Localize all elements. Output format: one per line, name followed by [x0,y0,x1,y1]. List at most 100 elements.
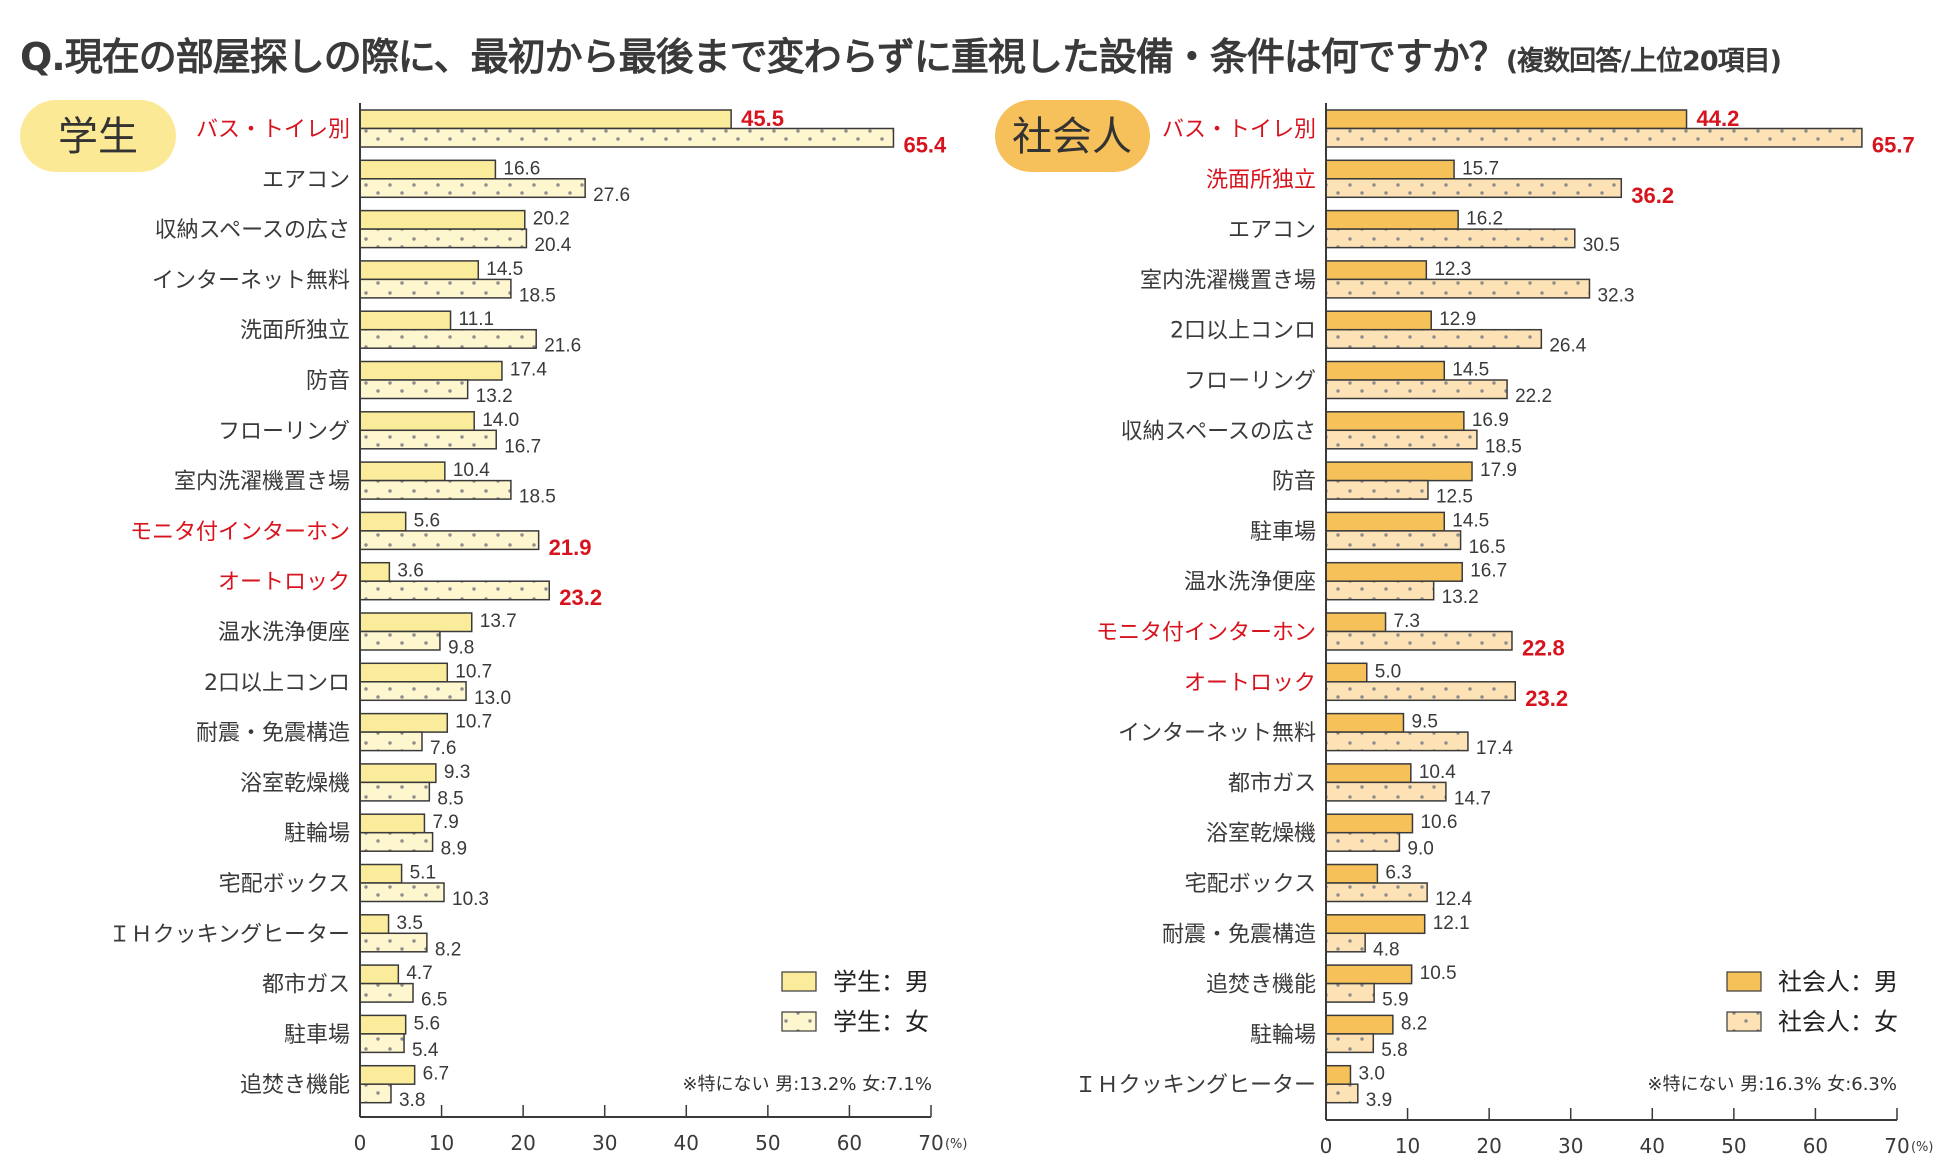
bar-female [359,781,431,802]
student-row: 宅配ボックス 5.1 10.3 [219,863,489,911]
worker-row: インターネット無料 9.5 17.4 [1118,712,1513,760]
bar-male [359,109,732,130]
bar-male [1325,159,1455,180]
badge-background [995,100,1150,172]
value-label-female: 26.4 [1549,336,1586,357]
student-row: 室内洗濯機置き場 10.4 18.5 [174,460,556,508]
student-row: 温水洗浄便座 13.7 9.8 [218,611,517,659]
x-tick-label: 40 [1640,1134,1665,1158]
value-label-female: 65.7 [1872,133,1915,158]
value-label-male: 4.7 [406,963,432,984]
bar-male [359,1014,407,1035]
value-label-male: 14.5 [1452,510,1489,531]
bar-male [359,612,473,633]
x-tick-label: 50 [1721,1134,1746,1158]
x-tick-label: 0 [1320,1134,1333,1158]
x-tick-label: 10 [1395,1134,1420,1158]
bar-female [359,831,434,852]
legend-label-female: 学生：女 [833,1008,929,1036]
bar-male [359,209,526,230]
bar-female [1325,630,1513,651]
category-label: モニタ付インターホン [130,520,350,545]
bar-female [1325,932,1366,953]
bar-female [359,982,414,1003]
bar-male [1325,461,1473,482]
bar-male [1325,612,1387,633]
category-label: 耐震・免震構造 [1162,922,1316,947]
worker-row: フローリング 14.5 22.2 [1184,360,1552,408]
badge-label: 学生 [58,114,138,160]
bar-male [1325,260,1428,281]
student-row: 2口以上コンロ 10.7 13.0 [204,661,511,709]
value-label-male: 44.2 [1697,106,1740,131]
value-label-female: 5.4 [412,1040,439,1061]
value-label-male: 16.2 [1466,209,1503,230]
worker-row: 防音 17.9 12.5 [1272,460,1517,508]
worker-chart-panel: 社会人 バス・トイレ別 44.2 65.7 洗面所独立 15.7 36.2 エアコン 16.2 3… [995,100,1933,1158]
value-label-female: 17.4 [1476,738,1513,759]
category-label: 防音 [306,369,350,394]
bar-male [359,863,403,884]
value-label-male: 12.9 [1439,309,1476,330]
value-label-male: 7.3 [1394,611,1420,632]
bar-male [359,260,480,281]
chart-title: Q.現在の部屋探しの際に、最初から最後まで変わらずに重視した設備・条件は何ですか… [20,26,1782,81]
value-label-female: 8.9 [441,839,467,860]
bar-female [1325,731,1469,752]
bar-female [1325,178,1623,199]
category-label: 駐輪場 [1250,1023,1316,1048]
category-label: バス・トイレ別 [196,118,350,143]
value-label-female: 3.8 [399,1090,425,1111]
student-badge: 学生 [20,100,176,172]
worker-row: 温水洗浄便座 16.7 13.2 [1184,561,1507,609]
none-note: ※特にない 男:13.2% 女:7.1% [682,1074,932,1095]
value-label-female: 30.5 [1583,235,1620,256]
value-label-male: 10.7 [455,712,492,733]
worker-row: 洗面所独立 15.7 36.2 [1206,158,1674,208]
value-label-male: 8.2 [1401,1013,1427,1034]
bar-male [1325,109,1688,130]
x-tick-label: 60 [837,1131,862,1155]
value-label-male: 12.3 [1434,259,1471,280]
worker-row: モニタ付インターホン 7.3 22.8 [1096,611,1565,661]
value-label-male: 16.9 [1472,410,1509,431]
value-label-female: 18.5 [519,285,556,306]
category-label: フローリング [1184,369,1316,394]
bar-female [1325,530,1462,551]
bar-female [359,681,467,702]
bar-female [1325,1083,1359,1104]
value-label-male: 6.7 [423,1064,449,1085]
value-label-female: 13.0 [474,688,511,709]
worker-row: 都市ガス 10.4 14.7 [1228,762,1491,810]
bar-female [1325,328,1543,349]
x-tick-label: 70 [1884,1134,1909,1158]
legend-swatch-female [781,1011,817,1032]
bar-male [1325,1014,1394,1035]
bar-male [359,763,437,784]
legend-label-male: 社会人：男 [1778,968,1898,996]
worker-badge: 社会人 [995,100,1150,172]
bar-female [1325,681,1516,702]
category-label: エアコン [262,168,350,193]
bar-female [1325,127,1863,148]
bar-male [1325,964,1413,985]
x-tick-label: 70 [918,1131,943,1155]
student-row: フローリング 14.0 16.7 [218,410,541,458]
bar-female [359,530,540,551]
worker-row: 室内洗濯機置き場 12.3 32.3 [1140,259,1634,307]
bar-female [1325,781,1447,802]
bar-male [1325,360,1446,381]
bar-male [359,561,391,582]
value-label-female: 5.9 [1382,990,1408,1011]
bar-male [359,310,452,331]
bar-female [359,882,445,903]
value-label-female: 23.2 [559,585,602,610]
student-row: 耐震・免震構造 10.7 7.6 [196,712,492,760]
value-label-female: 12.5 [1436,487,1473,508]
category-label: ＩＨクッキングヒーター [1075,1073,1316,1098]
student-row: エアコン 16.6 27.6 [262,158,630,206]
badge-label: 社会人 [1012,114,1132,160]
bar-female [359,630,441,651]
bar-female [359,731,423,752]
value-label-male: 15.7 [1462,158,1499,179]
